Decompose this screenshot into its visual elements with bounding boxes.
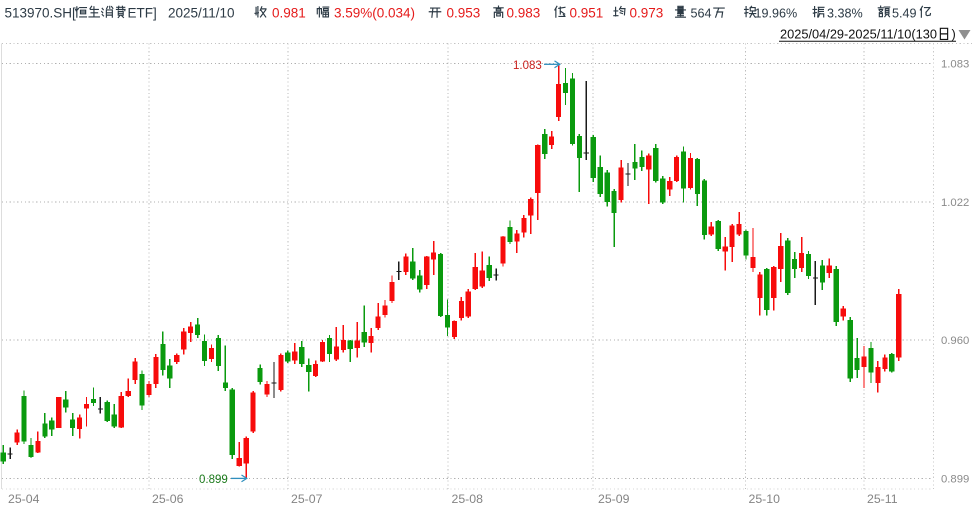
svg-text:25-09: 25-09 (598, 492, 630, 506)
svg-text:0.953: 0.953 (447, 6, 481, 21)
svg-text:3.38%: 3.38% (827, 7, 863, 21)
svg-text:25-08: 25-08 (452, 492, 484, 506)
svg-text:0.973: 0.973 (630, 6, 664, 21)
svg-text:25-04: 25-04 (8, 492, 40, 506)
svg-text:1.083: 1.083 (941, 59, 969, 71)
svg-text:25-06: 25-06 (152, 492, 184, 506)
svg-text:0.899: 0.899 (199, 474, 228, 486)
svg-text:2025/11/10: 2025/11/10 (168, 6, 235, 21)
svg-text:2025/04/29-2025/11/10(130: 2025/04/29-2025/11/10(130 (780, 27, 937, 42)
svg-text:0.899: 0.899 (941, 473, 969, 485)
svg-text:564: 564 (691, 7, 712, 21)
svg-text:0.981: 0.981 (272, 6, 306, 21)
svg-text:): ) (952, 27, 956, 42)
svg-text:1.083: 1.083 (513, 60, 542, 72)
svg-text:513970.SH[: 513970.SH[ (5, 6, 77, 21)
svg-text:0.960: 0.960 (941, 335, 969, 347)
svg-text:0.983: 0.983 (507, 6, 541, 21)
svg-text:25-07: 25-07 (291, 492, 323, 506)
svg-text:0.951: 0.951 (570, 6, 604, 21)
svg-text:5.49: 5.49 (892, 7, 917, 21)
svg-text:ETF]: ETF] (128, 6, 157, 21)
svg-text:25-10: 25-10 (749, 492, 781, 506)
svg-text:1.022: 1.022 (941, 197, 969, 209)
svg-text:19.96%: 19.96% (755, 7, 798, 21)
svg-text:25-11: 25-11 (867, 492, 898, 506)
svg-text:3.59%(0.034): 3.59%(0.034) (334, 6, 415, 21)
